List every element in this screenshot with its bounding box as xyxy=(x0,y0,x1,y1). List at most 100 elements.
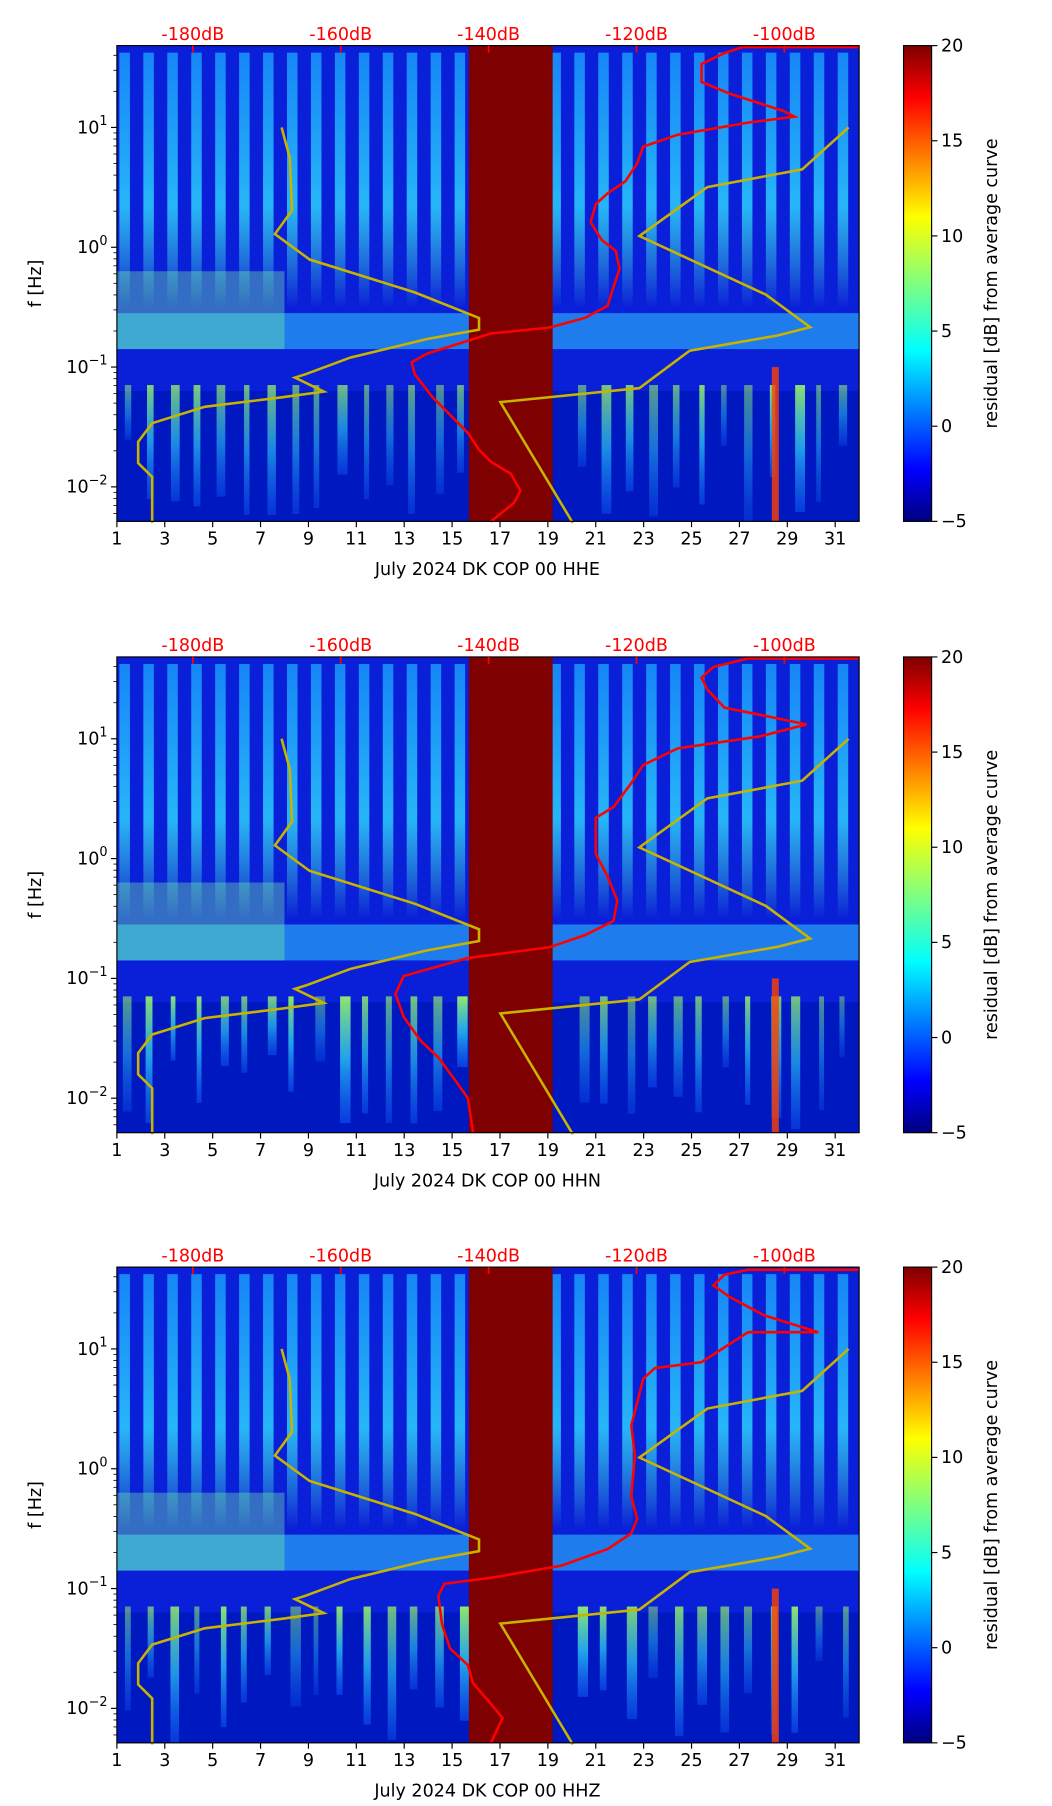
daily-noise-stripe xyxy=(598,1274,609,1530)
x-tick-label: 21 xyxy=(585,1141,607,1161)
daily-noise-stripe xyxy=(646,1274,657,1530)
daily-noise-stripe xyxy=(334,52,346,309)
daily-noise-stripe xyxy=(167,1274,178,1530)
daily-noise-stripe xyxy=(694,1274,705,1530)
x-tick-label: 11 xyxy=(345,1751,367,1771)
x-axis-label: July 2024 DK COP 00 HHN xyxy=(373,1171,601,1191)
colorbar-label: residual [dB] from average curve xyxy=(982,750,1002,1040)
x-tick-label: 15 xyxy=(441,530,463,550)
x-tick-label: 9 xyxy=(303,1141,314,1161)
daily-noise-stripe xyxy=(119,52,130,309)
daily-noise-stripe xyxy=(694,663,705,920)
low-frequency-streak xyxy=(627,996,636,1114)
x-tick-label: 7 xyxy=(255,1141,266,1161)
low-frequency-streak xyxy=(457,385,464,473)
low-frequency-streak xyxy=(241,996,248,1073)
daily-noise-stripe xyxy=(191,1274,202,1530)
daily-noise-stripe xyxy=(191,663,202,920)
x-tick-label: 5 xyxy=(207,1141,218,1161)
low-frequency-streak xyxy=(457,996,468,1068)
daily-noise-stripe xyxy=(430,52,442,309)
x-axis-label: July 2024 DK COP 00 HHE xyxy=(374,560,600,580)
low-frequency-streak xyxy=(220,996,229,1067)
top-db-tick-label: -160dB xyxy=(309,636,372,656)
daily-noise-stripe xyxy=(263,52,274,309)
top-db-tick-label: -140dB xyxy=(457,636,520,656)
x-tick-label: 31 xyxy=(824,530,846,550)
low-frequency-streak xyxy=(288,996,294,1092)
y-axis-label: f [Hz] xyxy=(26,1481,46,1529)
x-tick-label: 29 xyxy=(776,530,798,550)
x-tick-label: 11 xyxy=(345,1141,367,1161)
daily-noise-stripe xyxy=(358,1274,370,1530)
daily-noise-stripe xyxy=(239,52,250,309)
low-frequency-streak xyxy=(264,1606,271,1676)
x-tick-label: 13 xyxy=(393,1751,415,1771)
daily-noise-stripe xyxy=(765,663,777,920)
y-tick-label: 10−2 xyxy=(66,1085,107,1109)
low-frequency-streak xyxy=(124,1606,131,1711)
daily-noise-stripe xyxy=(574,663,585,920)
daily-noise-stripe xyxy=(454,1274,466,1530)
daily-noise-stripe xyxy=(813,663,825,920)
colorbar-tick-label: 0 xyxy=(941,1028,952,1048)
daily-noise-stripe xyxy=(215,1274,226,1530)
x-tick-label: 17 xyxy=(489,1141,511,1161)
daily-noise-stripe xyxy=(646,663,657,920)
low-frequency-streak xyxy=(240,1606,247,1703)
y-tick-label: 101 xyxy=(77,114,107,138)
colorbar-tick-label: 10 xyxy=(941,1448,963,1468)
low-frequency-streak xyxy=(577,385,587,467)
daily-noise-stripe xyxy=(837,52,849,309)
low-frequency-streak xyxy=(146,385,154,500)
top-db-tick-label: -120dB xyxy=(605,636,668,656)
colorbar-tick-label: 20 xyxy=(941,1258,963,1278)
low-frequency-streak xyxy=(675,1606,684,1736)
daily-noise-stripe xyxy=(239,1274,250,1530)
daily-noise-stripe xyxy=(550,663,561,920)
low-frequency-streak xyxy=(673,996,683,1097)
low-frequency-streak xyxy=(625,385,634,492)
low-frequency-streak xyxy=(699,385,705,505)
daily-noise-stripe xyxy=(574,52,585,309)
daily-noise-stripe xyxy=(382,663,394,920)
x-tick-label: 15 xyxy=(441,1141,463,1161)
x-tick-label: 27 xyxy=(728,1141,750,1161)
daily-noise-stripe xyxy=(550,52,561,309)
low-frequency-streak xyxy=(601,385,612,514)
daily-noise-stripe xyxy=(670,663,681,920)
colorbar xyxy=(902,1266,933,1744)
x-tick-label: 1 xyxy=(111,530,122,550)
low-frequency-streak xyxy=(838,385,848,446)
daily-noise-stripe xyxy=(813,52,825,309)
low-frequency-streak xyxy=(408,385,415,514)
daily-noise-stripe xyxy=(310,52,322,309)
y-tick-label: 100 xyxy=(77,234,107,258)
daily-noise-stripe xyxy=(813,1274,825,1530)
low-frequency-streak xyxy=(145,996,153,1124)
x-tick-label: 31 xyxy=(824,1751,846,1771)
x-tick-label: 17 xyxy=(489,1751,511,1771)
top-db-tick-label: -100dB xyxy=(753,1246,816,1266)
low-frequency-streak xyxy=(193,385,201,507)
noise-model-low-curve xyxy=(136,1348,481,1745)
x-tick-label: 1 xyxy=(111,1141,122,1161)
low-frequency-streak xyxy=(220,1606,227,1728)
x-tick-label: 25 xyxy=(680,530,702,550)
y-axis-label: f [Hz] xyxy=(26,871,46,919)
x-tick-label: 1 xyxy=(111,1751,122,1771)
daily-noise-stripe xyxy=(167,663,178,920)
colorbar-tick-label: −5 xyxy=(941,512,967,532)
x-tick-label: 17 xyxy=(489,530,511,550)
daily-noise-stripe xyxy=(454,52,466,309)
low-frequency-streak xyxy=(791,1606,798,1733)
low-frequency-streak xyxy=(577,1606,589,1697)
daily-noise-stripe xyxy=(263,1274,274,1530)
daily-noise-stripe xyxy=(334,663,346,920)
low-frequency-streak xyxy=(364,385,370,500)
daily-noise-stripe xyxy=(550,1274,561,1530)
low-frequency-streak xyxy=(363,1606,371,1725)
colorbar-tick-label: −5 xyxy=(941,1734,967,1754)
colorbar-label: residual [dB] from average curve xyxy=(982,138,1002,428)
colorbar-tick-label: 15 xyxy=(941,1353,963,1373)
